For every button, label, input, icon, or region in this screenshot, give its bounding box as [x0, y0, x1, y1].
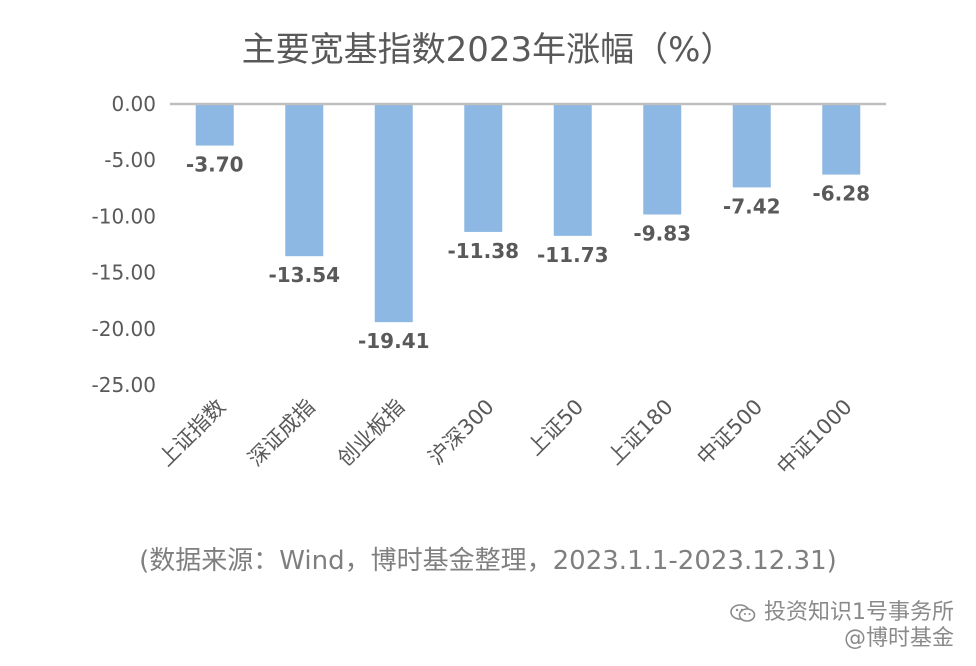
data-label: -13.54 [268, 263, 340, 287]
x-tick-label: 沪深300 [424, 395, 499, 470]
x-tick-label: 创业板指 [333, 395, 409, 471]
bar [732, 104, 771, 188]
watermark-account: 投资知识1号事务所 [764, 600, 954, 625]
bar-chart: 0.00 -5.00 -10.00 -15.00 -20.00 -25.00 -3.70 上证… [92, 92, 886, 479]
chart-title: 主要宽基指数2023年涨幅（%） [241, 30, 735, 70]
bar [195, 104, 234, 146]
bar [643, 104, 682, 215]
bar [553, 104, 592, 236]
data-label: -11.38 [447, 239, 519, 263]
watermark: 投资知识1号事务所 @博时基金 [730, 600, 954, 652]
wechat-icon [730, 604, 756, 622]
bar [464, 104, 503, 232]
data-label: -3.70 [186, 153, 244, 177]
data-label: -6.28 [812, 182, 870, 206]
x-tick-label: 中证1000 [772, 395, 856, 479]
y-tick-label: -10.00 [92, 204, 156, 228]
watermark-brand: @博时基金 [843, 626, 954, 651]
data-label: -19.41 [358, 329, 430, 353]
source-note: (数据来源：Wind，博时基金整理，2023.1.1-2023.12.31) [139, 546, 837, 576]
y-tick-label: -25.00 [92, 373, 156, 397]
bar [822, 104, 861, 175]
y-tick-label: -15.00 [92, 261, 156, 285]
y-tick-label: -20.00 [92, 317, 156, 341]
y-tick-label: -5.00 [104, 148, 156, 172]
data-label: -9.83 [633, 221, 691, 245]
data-label: -7.42 [723, 194, 781, 218]
x-tick-label: 中证500 [692, 395, 767, 470]
x-tick-label: 深证成指 [243, 395, 319, 471]
x-tick-label: 上证50 [523, 395, 589, 461]
y-tick-label: 0.00 [111, 92, 156, 116]
bar [374, 104, 413, 323]
bar [285, 104, 324, 257]
data-label: -11.73 [537, 243, 609, 267]
x-tick-label: 上证指数 [154, 395, 230, 471]
x-tick-label: 上证180 [603, 395, 678, 470]
